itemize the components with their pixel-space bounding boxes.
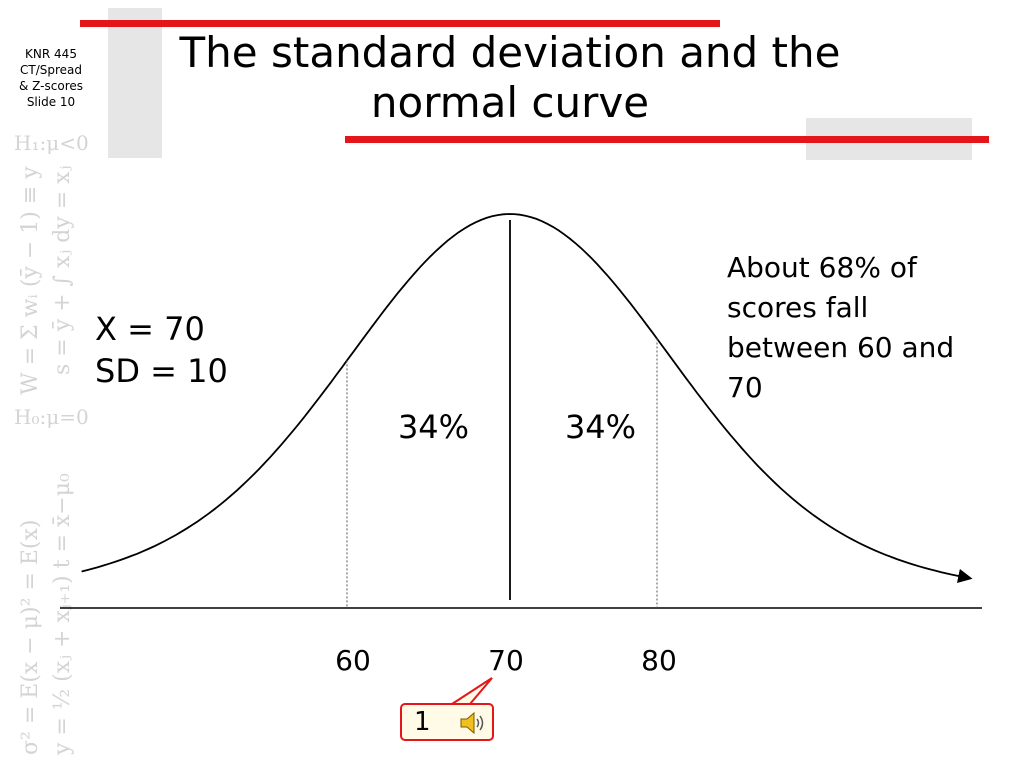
decor-block-left [108, 8, 162, 158]
title-bar-bottom [345, 136, 989, 143]
callout-number: 1 [414, 707, 431, 737]
sd-label: SD = 10 [95, 352, 228, 390]
stats-block: X = 70 SD = 10 [95, 308, 228, 392]
side-label-line: & Z-scores [18, 79, 83, 93]
note-text: About 68% of scores fall between 60 and … [727, 251, 955, 404]
side-label-line: KNR 445 [25, 47, 77, 61]
x-tick-label: 70 [488, 644, 524, 677]
title-line: The standard deviation and the [179, 28, 841, 77]
page-title: The standard deviation and the normal cu… [160, 28, 860, 128]
x-tick-label: 80 [641, 644, 677, 677]
title-line: normal curve [370, 78, 650, 127]
math-watermark: H₁:μ<0 H₀:μ=0 W = Σ wᵢ (ȳ − 1) ≡ y s = ȳ… [14, 131, 89, 755]
title-bar-top [80, 20, 720, 27]
audio-callout[interactable]: 1 [400, 703, 494, 741]
callout-pointer [448, 677, 493, 705]
region-label-right: 34% [565, 408, 636, 446]
side-label-line: Slide 10 [26, 95, 76, 109]
side-label-line: CT/Spread [19, 63, 82, 77]
x-tick-label: 60 [335, 644, 371, 677]
region-label-left: 34% [398, 408, 469, 446]
speaker-icon[interactable] [458, 709, 488, 741]
normal-curve [81, 213, 973, 584]
mean-label: X = 70 [95, 310, 205, 348]
slide-side-label: KNR 445 CT/Spread & Z-scores Slide 10 [8, 46, 94, 110]
